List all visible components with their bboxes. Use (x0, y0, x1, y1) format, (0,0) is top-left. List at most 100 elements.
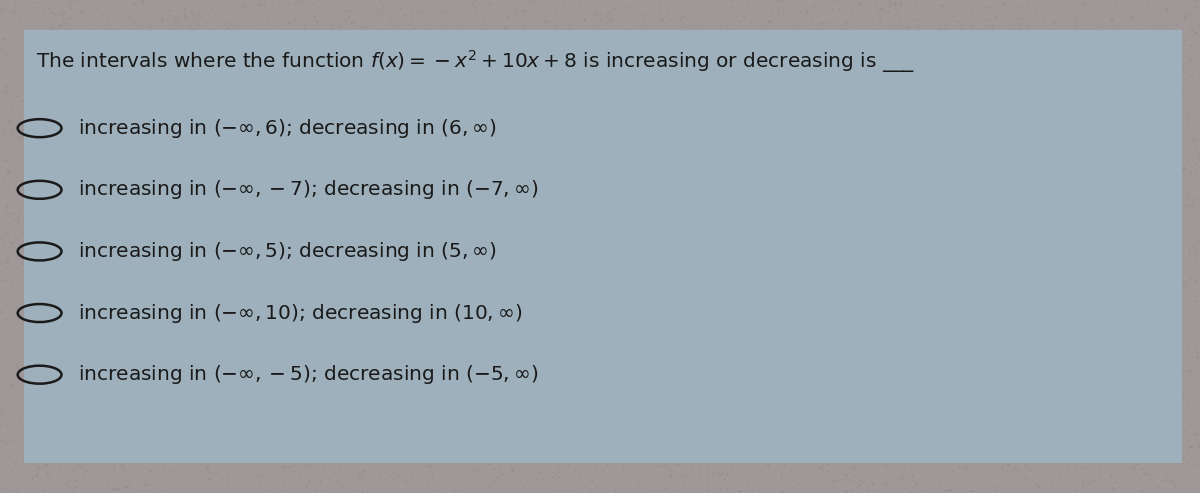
Point (1050, 473, 1069, 481)
Point (124, 0, 143, 7)
Point (444, 9, 463, 17)
Point (1147, 482, 1166, 490)
Point (95, 463, 114, 471)
Point (373, 2, 392, 10)
Point (43, 3, 62, 11)
Point (712, 22, 731, 30)
Point (220, 9, 239, 17)
Point (1, 86, 20, 94)
Point (212, 476, 232, 484)
Text: increasing in $(-\infty, 10)$; decreasing in $(10, \infty)$: increasing in $(-\infty, 10)$; decreasin… (78, 302, 522, 324)
Point (962, 487, 982, 493)
Point (943, 12, 962, 20)
Point (898, 22, 917, 30)
Point (649, 476, 668, 484)
Point (1013, 14, 1032, 22)
Point (0, 125, 14, 133)
Point (672, 14, 691, 22)
Point (737, 0, 756, 6)
Point (1189, 153, 1200, 161)
Point (974, 466, 994, 474)
Point (976, 3, 995, 11)
Point (0, 239, 14, 246)
Point (677, 471, 696, 479)
Point (509, 477, 528, 485)
Point (221, 20, 240, 28)
Point (433, 9, 452, 17)
Point (1166, 20, 1186, 28)
Point (856, 2, 875, 10)
Point (917, 477, 936, 485)
Point (952, 1, 971, 9)
Point (1176, 308, 1195, 316)
Point (1184, 48, 1200, 56)
Point (119, 13, 138, 21)
Point (1108, 22, 1127, 30)
Point (1058, 461, 1078, 469)
Point (128, 21, 148, 29)
Point (7, 31, 26, 38)
Point (1164, 482, 1183, 490)
Point (416, 472, 436, 480)
Point (7, 341, 26, 349)
Point (1136, 469, 1156, 477)
Point (202, 4, 221, 12)
Point (1145, 7, 1164, 15)
Point (198, 465, 217, 473)
Point (8, 71, 28, 79)
Point (652, 15, 671, 23)
Point (845, 465, 864, 473)
Point (1068, 3, 1087, 11)
Point (296, 461, 316, 469)
Point (725, 9, 744, 17)
Point (0, 132, 11, 140)
Point (0, 354, 10, 362)
Point (580, 488, 599, 493)
Point (1183, 26, 1200, 34)
Point (835, 488, 854, 493)
Point (0, 255, 16, 263)
Point (55, 19, 74, 27)
Point (1033, 17, 1052, 25)
Point (1112, 474, 1132, 482)
Point (432, 480, 451, 488)
Point (358, 488, 377, 493)
Point (286, 1, 305, 9)
Point (44, 483, 64, 491)
Point (323, 469, 342, 477)
Point (437, 9, 456, 17)
Point (0, 229, 17, 237)
Point (46, 10, 65, 18)
Point (894, 463, 913, 471)
Point (662, 470, 682, 478)
Point (1180, 284, 1199, 292)
Point (1121, 0, 1140, 7)
Point (575, 16, 594, 24)
Point (1178, 366, 1198, 374)
Point (978, 472, 997, 480)
Point (1003, 24, 1022, 32)
Point (498, 12, 517, 20)
Point (715, 475, 734, 483)
Point (432, 7, 451, 15)
Point (467, 466, 486, 474)
Point (113, 461, 132, 469)
Point (955, 464, 974, 472)
Point (810, 19, 829, 27)
Point (116, 482, 136, 490)
Point (583, 476, 602, 484)
Point (421, 21, 440, 29)
Point (5, 215, 24, 223)
Point (1130, 20, 1150, 28)
Point (264, 484, 283, 492)
Point (482, 473, 502, 481)
Point (998, 462, 1018, 470)
Point (137, 481, 156, 489)
Point (1156, 22, 1175, 30)
Point (330, 24, 349, 32)
Point (646, 487, 665, 493)
Point (527, 475, 546, 483)
Point (616, 2, 635, 10)
Point (328, 16, 347, 24)
Point (197, 465, 216, 473)
